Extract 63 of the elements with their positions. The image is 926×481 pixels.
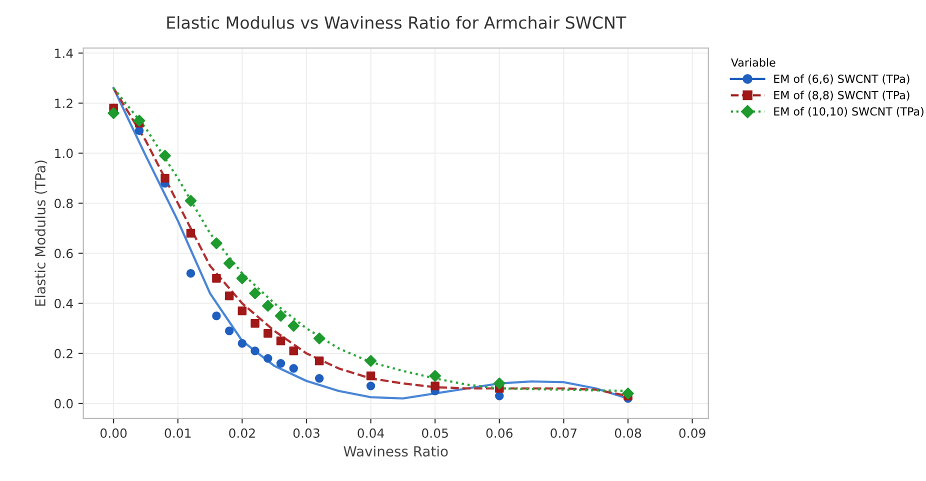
point [223, 257, 236, 270]
point [250, 346, 260, 356]
point [622, 388, 634, 400]
y-axis-title: Elastic Modulus (TPa) [34, 160, 48, 306]
y-tick-label: 0.2 [54, 348, 72, 358]
point [250, 319, 260, 328]
point [430, 382, 440, 390]
point [429, 370, 441, 382]
point [224, 291, 234, 300]
legend-title: Variable [730, 58, 776, 67]
point [160, 174, 170, 183]
point [264, 354, 272, 363]
x-tick-label: 0.09 [679, 428, 706, 438]
point [366, 382, 376, 390]
point [276, 336, 286, 346]
point [289, 364, 298, 373]
point [212, 274, 221, 283]
x-tick-label: 0.02 [229, 428, 255, 438]
point [314, 374, 324, 383]
x-tick-label: 0.08 [614, 428, 642, 438]
legend-label: EM of (8,8) SWCNT (TPa) [774, 90, 910, 101]
y-tick-label: 1.0 [55, 148, 73, 158]
x-tick-label: 0.05 [422, 428, 448, 438]
x-axis-title: Waviness Ratio [344, 446, 448, 457]
point [108, 107, 120, 120]
x-tick-label: 0.03 [293, 428, 320, 438]
x-tick-label: 0.06 [486, 428, 513, 438]
point [224, 326, 234, 336]
y-tick-label: 0.0 [54, 398, 73, 408]
legend-label: EM of (10,10) SWCNT (TPa) [774, 107, 924, 117]
x-tick-label: 0.04 [358, 428, 384, 438]
y-tick-label: 1.4 [55, 48, 73, 58]
point [212, 312, 221, 320]
x-tick-label: 0.00 [100, 428, 127, 438]
point [236, 272, 248, 284]
point [364, 355, 377, 367]
point [289, 346, 298, 356]
legend-label: EM of (6,6) SWCNT (TPa) [774, 74, 910, 84]
point [238, 306, 247, 316]
point [313, 332, 326, 344]
y-tick-label: 0.4 [54, 298, 73, 308]
y-tick-label: 0.8 [54, 198, 73, 208]
point [210, 237, 222, 250]
point [159, 150, 171, 162]
point [264, 329, 272, 338]
point [494, 378, 506, 390]
point [186, 228, 196, 238]
y-tick-label: 0.6 [54, 248, 73, 258]
y-tick-label: 1.2 [55, 98, 72, 108]
point [274, 310, 287, 322]
point [133, 114, 146, 127]
chart-title: Elastic Modulus vs Waviness Ratio for Armchair SWCNT [167, 16, 626, 29]
point [249, 287, 261, 300]
x-tick-label: 0.01 [164, 428, 191, 438]
point [288, 320, 300, 332]
point [238, 339, 247, 348]
point [314, 356, 324, 366]
x-tick-label: 0.07 [550, 428, 577, 438]
point [366, 372, 376, 380]
point [262, 300, 274, 312]
point [184, 194, 197, 207]
point [276, 359, 286, 368]
point [186, 268, 196, 278]
